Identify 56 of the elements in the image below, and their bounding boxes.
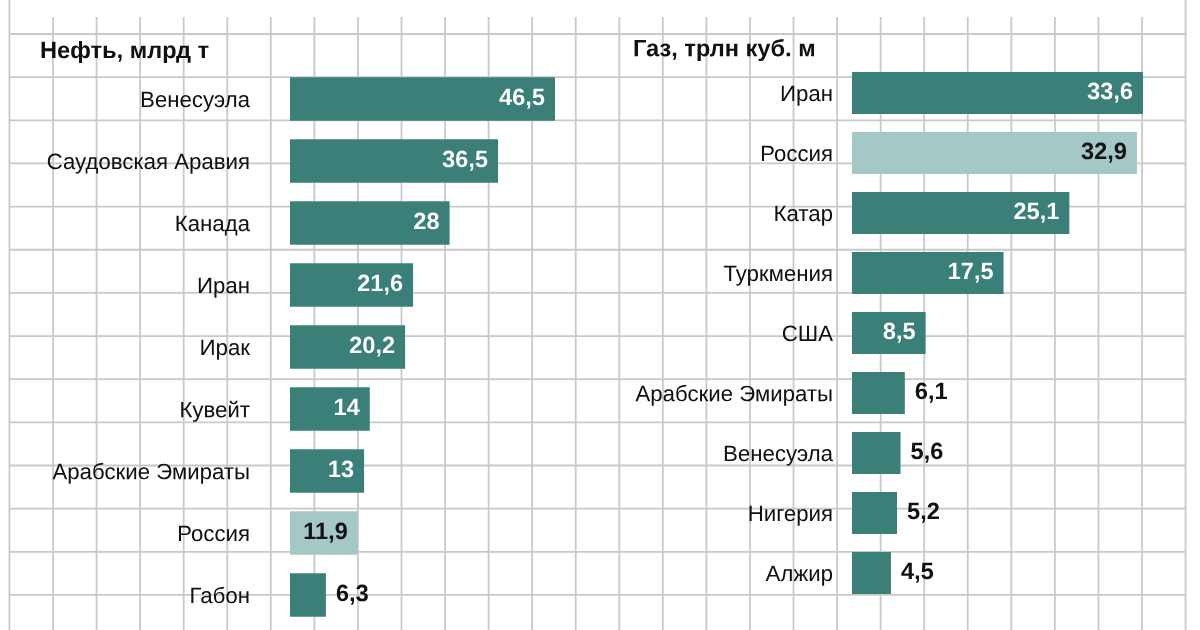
y-tick-label: Иран	[781, 85, 832, 106]
data-label: 5,2	[907, 502, 939, 523]
bar	[852, 312, 926, 354]
data-label: 5,6	[911, 442, 943, 463]
data-label: 13	[329, 460, 354, 478]
data-label: 21,6	[357, 274, 403, 295]
data-label: 8,5	[883, 322, 915, 343]
bar	[290, 77, 555, 121]
y-tick-label: Арабские Эмираты	[52, 462, 249, 484]
y-tick-label: Россия	[761, 145, 832, 162]
bar	[852, 192, 1070, 234]
data-label: 28	[414, 212, 439, 230]
data-label: 6,1	[915, 382, 947, 403]
bar	[290, 263, 414, 307]
bar	[852, 132, 1137, 174]
data-label: 46,5	[499, 88, 545, 109]
bar	[290, 573, 326, 617]
y-tick-label: Ирак	[201, 339, 251, 360]
bar	[852, 372, 905, 414]
data-label: 36,5	[442, 150, 488, 171]
data-label: 20,2	[349, 336, 395, 357]
bar	[290, 511, 358, 555]
y-tick-label: Кувейт	[181, 400, 250, 422]
data-label: 4,5	[901, 562, 934, 583]
bar	[290, 201, 450, 245]
data-label: 32,9	[1081, 142, 1127, 163]
y-tick-label: Венесуэла	[141, 91, 250, 112]
data-label: 14	[335, 398, 360, 416]
bar	[290, 449, 365, 493]
bar	[852, 252, 1004, 294]
y-tick-label: Канада	[176, 215, 251, 236]
y-tick-label: США	[782, 325, 833, 342]
bar	[290, 387, 370, 431]
data-label: 33,6	[1087, 82, 1133, 103]
text: Газ, трлн куб. м	[634, 38, 815, 62]
y-tick-label: Иран	[198, 277, 249, 298]
y-tick-label: Габон	[191, 586, 249, 604]
bar	[852, 552, 891, 594]
bar	[852, 492, 898, 534]
data-label: 25,1	[1014, 202, 1059, 223]
data-label: 17,5	[949, 262, 993, 283]
text: Нефть, млрд т	[41, 41, 209, 63]
bar	[852, 72, 1143, 114]
bar	[290, 325, 406, 369]
data-label: 6,3	[336, 584, 368, 605]
data-label: 11,9	[304, 522, 347, 543]
bar	[290, 139, 499, 183]
y-tick-label: Венесуэла	[724, 445, 833, 466]
y-tick-label: Алжир	[765, 565, 833, 586]
y-tick-label: Россия	[178, 525, 249, 542]
bar	[852, 432, 901, 474]
y-tick-label: Арабские Эмираты	[635, 384, 832, 406]
y-tick-label: Саудовская Аравия	[47, 153, 249, 174]
y-tick-label: Туркмения	[723, 265, 832, 286]
y-tick-label: Катар	[775, 205, 833, 226]
y-tick-label: Нигерия	[749, 505, 832, 526]
